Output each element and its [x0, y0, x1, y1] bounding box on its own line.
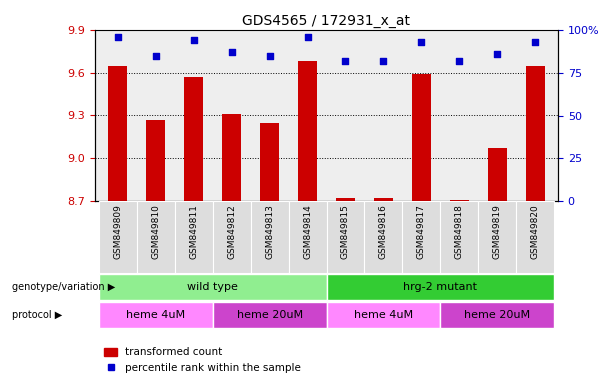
- Text: GSM849814: GSM849814: [303, 205, 312, 259]
- Point: [530, 39, 540, 45]
- Text: hrg-2 mutant: hrg-2 mutant: [403, 282, 478, 292]
- Point: [265, 53, 275, 59]
- Bar: [327, 303, 440, 328]
- Bar: [147, 120, 166, 201]
- Bar: [99, 275, 327, 300]
- Text: heme 4uM: heme 4uM: [354, 310, 413, 320]
- Bar: [175, 201, 213, 273]
- Bar: [450, 200, 469, 201]
- Text: GSM849817: GSM849817: [417, 205, 426, 260]
- Text: GSM849820: GSM849820: [531, 205, 539, 259]
- Text: GSM849811: GSM849811: [189, 205, 198, 260]
- Bar: [251, 201, 289, 273]
- Bar: [440, 303, 554, 328]
- Bar: [402, 201, 440, 273]
- Text: protocol ▶: protocol ▶: [12, 310, 63, 320]
- Point: [492, 51, 502, 57]
- Bar: [137, 201, 175, 273]
- Bar: [327, 275, 554, 300]
- Point: [378, 58, 388, 64]
- Bar: [374, 198, 393, 201]
- Text: GSM849816: GSM849816: [379, 205, 388, 260]
- Bar: [365, 201, 402, 273]
- Text: GSM849813: GSM849813: [265, 205, 274, 260]
- Text: heme 20uM: heme 20uM: [237, 310, 303, 320]
- Text: genotype/variation ▶: genotype/variation ▶: [12, 282, 115, 292]
- Point: [189, 37, 199, 43]
- Text: GSM849812: GSM849812: [227, 205, 236, 259]
- Bar: [478, 201, 516, 273]
- Text: GSM849810: GSM849810: [151, 205, 160, 260]
- Text: heme 4uM: heme 4uM: [126, 310, 185, 320]
- Bar: [412, 74, 431, 201]
- Point: [151, 53, 161, 59]
- Point: [416, 39, 426, 45]
- Point: [341, 58, 351, 64]
- Bar: [109, 66, 128, 201]
- Text: GSM849815: GSM849815: [341, 205, 350, 260]
- Text: wild type: wild type: [187, 282, 238, 292]
- Bar: [213, 303, 327, 328]
- Bar: [99, 303, 213, 328]
- Text: GSM849818: GSM849818: [455, 205, 464, 260]
- Bar: [526, 66, 545, 201]
- Point: [303, 34, 313, 40]
- Bar: [289, 201, 327, 273]
- Bar: [184, 77, 203, 201]
- Bar: [327, 201, 365, 273]
- Bar: [222, 114, 241, 201]
- Point: [454, 58, 464, 64]
- Title: GDS4565 / 172931_x_at: GDS4565 / 172931_x_at: [243, 13, 411, 28]
- Text: GSM849809: GSM849809: [113, 205, 122, 260]
- Point: [227, 49, 237, 55]
- Bar: [99, 201, 137, 273]
- Text: GSM849819: GSM849819: [493, 205, 502, 260]
- Point: [113, 34, 123, 40]
- Bar: [260, 122, 279, 201]
- Bar: [298, 61, 317, 201]
- Bar: [488, 148, 507, 201]
- Bar: [336, 198, 355, 201]
- Text: heme 20uM: heme 20uM: [464, 310, 530, 320]
- Bar: [516, 201, 554, 273]
- Legend: transformed count, percentile rank within the sample: transformed count, percentile rank withi…: [100, 343, 305, 377]
- Bar: [440, 201, 478, 273]
- Bar: [213, 201, 251, 273]
